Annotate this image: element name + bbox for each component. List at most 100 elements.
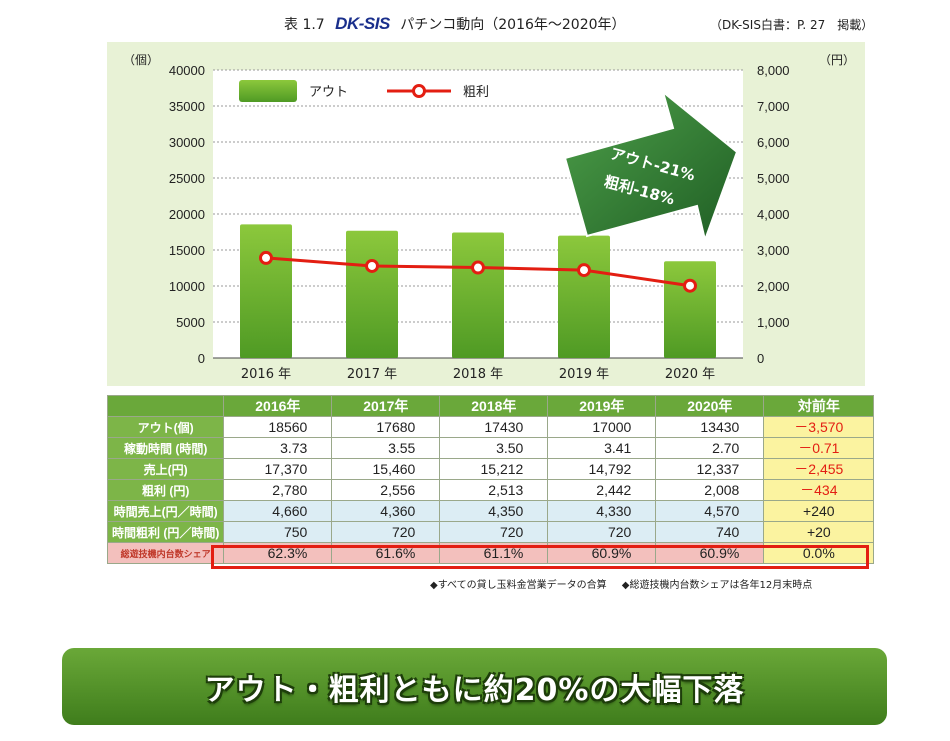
table-cell: 740 xyxy=(655,521,765,543)
figure-title: 表 1.7 DK-SIS パチンコ動向（2016年～2020年） xyxy=(284,14,632,34)
data-table: 2016年 2017年 2018年 2019年 2020年 対前年 アウト(個) 18560… xyxy=(106,395,875,564)
y-right-tick-label: 2,000 xyxy=(757,279,790,294)
yoy-cell: －0.71 xyxy=(763,437,875,459)
table-cell: 12,337 xyxy=(655,458,765,480)
table-cell: 4,570 xyxy=(655,500,765,522)
y-left-tick-label: 40000 xyxy=(169,63,205,78)
trend-arrow xyxy=(563,89,739,244)
table-cell: 17,370 xyxy=(223,458,333,480)
line-point xyxy=(365,258,379,273)
table-cell: 2.70 xyxy=(655,437,765,459)
bar xyxy=(452,232,504,358)
table-cell: 3.73 xyxy=(223,437,333,459)
note-1: ◆すべての貸し玉料金営業データの合算 xyxy=(430,580,607,591)
yoy-cell: 0.0% xyxy=(763,542,875,564)
figure-header: 表 1.7 DK-SIS パチンコ動向（2016年～2020年） （DK-SIS… xyxy=(0,12,950,36)
table-row: 時間粗利 (円／時間) 750 720 720 720 740 +20 xyxy=(106,521,875,543)
row-label: 総遊技機内台数シェア xyxy=(106,542,225,564)
line-point xyxy=(259,250,273,265)
legend-swatch-bar xyxy=(239,80,297,102)
table-cell: 4,330 xyxy=(547,500,657,522)
table-cell: 720 xyxy=(439,521,549,543)
table-row: 時間売上(円／時間) 4,660 4,360 4,350 4,330 4,570 +240 xyxy=(106,500,875,522)
table-cell: 17000 xyxy=(547,416,657,438)
table-row: 売上(円) 17,370 15,460 15,212 14,792 12,337 －2,45… xyxy=(106,458,875,480)
table-cell: 62.3% xyxy=(223,542,333,564)
y-left-tick-label: 5000 xyxy=(176,315,205,330)
line-point xyxy=(471,260,485,275)
table-cell: 4,360 xyxy=(331,500,441,522)
y-right-tick-label: 4,000 xyxy=(757,207,790,222)
table-cell: 15,212 xyxy=(439,458,549,480)
row-label: 時間粗利 (円／時間) xyxy=(106,521,225,543)
table-cell: 13430 xyxy=(655,416,765,438)
table-cell: 2,008 xyxy=(655,479,765,501)
table-cell: 17680 xyxy=(331,416,441,438)
header-year: 2018年 xyxy=(439,395,549,417)
y-left-tick-label: 15000 xyxy=(169,243,205,258)
y-right-tick-label: 6,000 xyxy=(757,135,790,150)
x-tick-label: 2018 年 xyxy=(453,367,503,382)
y-right-tick-label: 1,000 xyxy=(757,315,790,330)
header-year: 2016年 xyxy=(223,395,333,417)
yoy-cell: +240 xyxy=(763,500,875,522)
yoy-cell: －2,455 xyxy=(763,458,875,480)
figure-label: 表 1.7 xyxy=(284,17,325,33)
row-label: 売上(円) xyxy=(106,458,225,480)
legend-label-line: 粗利 xyxy=(463,85,489,100)
y-left-tick-label: 0 xyxy=(198,351,205,366)
y-left-tick-label: 10000 xyxy=(169,279,205,294)
table-row: 稼動時間 (時間) 3.73 3.55 3.50 3.41 2.70 －0.71 xyxy=(106,437,875,459)
table-cell: 720 xyxy=(331,521,441,543)
table-cell: 15,460 xyxy=(331,458,441,480)
x-tick-label: 2020 年 xyxy=(665,367,715,382)
yoy-cell: +20 xyxy=(763,521,875,543)
table-cell: 2,513 xyxy=(439,479,549,501)
table-cell: 4,350 xyxy=(439,500,549,522)
combo-chart: 0 5000 10000 15000 20000 25000 30000 35000 40000… xyxy=(123,53,855,382)
table-cell: 60.9% xyxy=(655,542,765,564)
legend-marker-line xyxy=(412,84,426,98)
banner-text: アウト・粗利ともに約20%の大幅下落 xyxy=(204,672,745,708)
x-tick-label: 2019 年 xyxy=(559,367,609,382)
y-left-tick-label: 25000 xyxy=(169,171,205,186)
bar xyxy=(558,235,610,358)
bar xyxy=(664,261,716,358)
y-right-tick-label: 0 xyxy=(757,351,764,366)
header-year: 2019年 xyxy=(547,395,657,417)
row-label: アウト(個) xyxy=(106,416,225,438)
y-right-tick-label: 7,000 xyxy=(757,99,790,114)
table-cell: 3.55 xyxy=(331,437,441,459)
chart-panel: 0 5000 10000 15000 20000 25000 30000 35000 40000… xyxy=(107,42,865,386)
table-cell: 720 xyxy=(547,521,657,543)
table-body: アウト(個) 18560 17680 17430 17000 13430 －3,570 稼動時… xyxy=(106,416,875,564)
table-cell: 3.50 xyxy=(439,437,549,459)
table-cell: 61.1% xyxy=(439,542,549,564)
table-cell: 61.6% xyxy=(331,542,441,564)
x-tick-label: 2016 年 xyxy=(241,367,291,382)
table-notes: ◆すべての貸し玉料金営業データの合算 ◆総遊技機内台数シェアは各年12月末時点 xyxy=(430,576,824,591)
table-cell: 3.41 xyxy=(547,437,657,459)
table-cell: 2,780 xyxy=(223,479,333,501)
table-corner xyxy=(106,395,225,417)
note-2: ◆総遊技機内台数シェアは各年12月末時点 xyxy=(621,580,813,591)
y-left-tick-label: 30000 xyxy=(169,135,205,150)
table-row: アウト(個) 18560 17680 17430 17000 13430 －3,570 xyxy=(106,416,875,438)
source-note: （DK-SIS白書：P. 27 掲載） xyxy=(710,18,874,32)
line-point xyxy=(577,263,591,278)
row-label: 稼動時間 (時間) xyxy=(106,437,225,459)
table-cell: 4,660 xyxy=(223,500,333,522)
table-cell: 17430 xyxy=(439,416,549,438)
bar xyxy=(240,224,292,358)
y-right-tick-label: 3,000 xyxy=(757,243,790,258)
row-label: 時間売上(円／時間) xyxy=(106,500,225,522)
bar xyxy=(346,230,398,358)
table-row: 総遊技機内台数シェア 62.3% 61.6% 61.1% 60.9% 60.9% 0.0% xyxy=(106,542,875,564)
table-cell: 2,556 xyxy=(331,479,441,501)
line-point xyxy=(683,278,697,293)
table-cell: 2,442 xyxy=(547,479,657,501)
yoy-cell: －3,570 xyxy=(763,416,875,438)
yoy-cell: －434 xyxy=(763,479,875,501)
table-cell: 18560 xyxy=(223,416,333,438)
y-left-tick-label: 35000 xyxy=(169,99,205,114)
